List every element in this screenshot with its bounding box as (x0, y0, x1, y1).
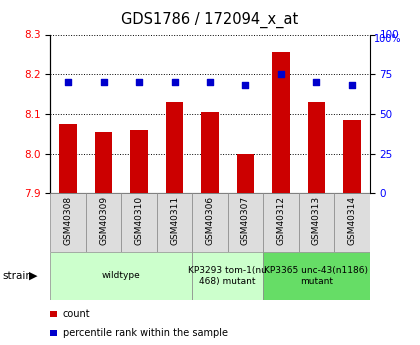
Text: GSM40308: GSM40308 (64, 196, 73, 245)
Bar (192, 252, 263, 300)
Text: KP3293 tom-1(nu
468) mutant: KP3293 tom-1(nu 468) mutant (188, 266, 267, 286)
Bar (59, 124, 77, 193)
Point (65, 79, 71, 85)
Text: KP3365 unc-43(n1186)
mutant: KP3365 unc-43(n1186) mutant (265, 266, 368, 286)
Bar (130, 130, 148, 193)
Point (242, 82, 249, 88)
Text: ▶: ▶ (29, 271, 37, 281)
Bar (192, 193, 228, 252)
Point (100, 79, 107, 85)
Text: GSM40311: GSM40311 (170, 196, 179, 245)
Bar (121, 193, 157, 252)
Point (136, 79, 142, 85)
Point (313, 79, 320, 85)
Text: count: count (63, 309, 91, 319)
Bar (263, 193, 299, 252)
Bar (236, 154, 255, 193)
Text: GDS1786 / 172094_x_at: GDS1786 / 172094_x_at (121, 12, 299, 28)
Text: percentile rank within the sample: percentile rank within the sample (63, 328, 228, 338)
Text: wildtype: wildtype (102, 272, 141, 280)
Point (207, 79, 213, 85)
Point (278, 71, 284, 77)
Bar (343, 120, 361, 193)
Text: GSM40313: GSM40313 (312, 196, 321, 245)
Text: GSM40307: GSM40307 (241, 196, 250, 245)
Bar (307, 102, 325, 193)
Bar (86, 193, 121, 252)
Point (171, 79, 178, 85)
Bar (228, 193, 263, 252)
Bar (165, 102, 184, 193)
Bar (272, 52, 290, 193)
Bar (50, 193, 86, 252)
Point (349, 82, 355, 88)
Bar (263, 252, 370, 300)
Text: GSM40314: GSM40314 (347, 196, 356, 245)
Bar (334, 193, 370, 252)
Text: GSM40312: GSM40312 (276, 196, 286, 245)
Text: 100%: 100% (374, 34, 401, 45)
Bar (50, 252, 192, 300)
Text: GSM40310: GSM40310 (134, 196, 144, 245)
Bar (157, 193, 192, 252)
Bar (299, 193, 334, 252)
Text: GSM40306: GSM40306 (205, 196, 215, 245)
Text: GSM40309: GSM40309 (99, 196, 108, 245)
Text: strain: strain (2, 271, 32, 281)
Bar (201, 112, 219, 193)
Bar (95, 132, 113, 193)
